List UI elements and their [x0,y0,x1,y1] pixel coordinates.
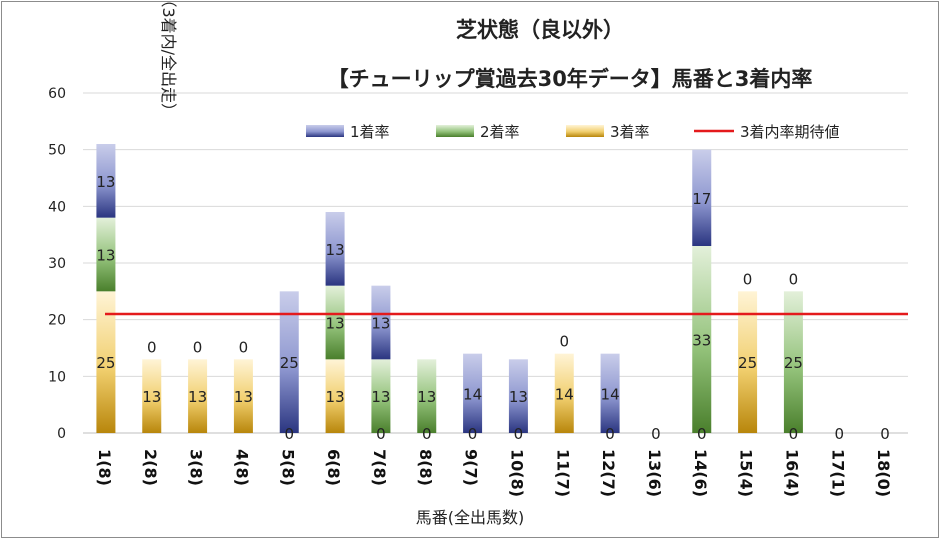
bar-segment [371,359,391,433]
data-label: 0 [422,425,432,443]
legend-swatch [436,125,474,137]
bar-segment [463,353,483,433]
y-tick-label: 10 [48,369,66,385]
x-tick-label: 17(1) [828,449,847,497]
bar-segment [233,359,253,433]
data-label: 0 [284,425,294,443]
data-label: 25 [784,354,803,372]
data-label: 0 [468,425,478,443]
data-label: 13 [188,388,207,406]
legend-label: 3着内率期待値 [740,123,840,141]
bar-segment [96,217,116,292]
x-tick-label: 7(8) [370,449,389,486]
y-tick-label: 20 [48,313,66,329]
data-label: 13 [326,241,345,259]
data-label: 0 [559,333,569,351]
data-label: 13 [371,315,390,333]
data-label: 13 [417,388,436,406]
legend-label: 1着率 [350,123,390,141]
data-label: 25 [280,354,299,372]
bar-segment [600,353,620,433]
x-tick-label: 1(8) [95,449,114,486]
x-tick-label: 3(8) [187,449,206,486]
data-label: 13 [326,315,345,333]
data-label: 25 [96,354,115,372]
data-label: 0 [789,270,799,288]
bar-segment [371,285,391,360]
data-label: 0 [239,338,249,356]
x-tick-label: 11(7) [553,449,572,497]
data-label: 14 [601,385,620,403]
bar-segment [142,359,162,433]
bar-segment [508,359,528,433]
y-tick-label: 50 [48,143,66,159]
x-tick-label: 5(8) [278,449,297,486]
data-label: 0 [605,425,615,443]
x-tick-label: 8(8) [416,449,435,486]
data-label: 14 [555,385,574,403]
x-tick-label: 15(4) [737,449,756,497]
x-tick-label: 18(0) [874,449,893,497]
data-label: 0 [193,338,203,356]
bar-segment [325,212,345,286]
y-tick-label: 30 [48,256,66,272]
y-tick-label: 0 [57,426,66,442]
data-label: 0 [651,425,661,443]
y-tick-label: 60 [48,86,66,102]
data-label: 0 [880,425,890,443]
data-label: 13 [142,388,161,406]
legend-swatch [306,125,344,137]
bar-segment [738,291,758,433]
bar-segment [692,246,712,433]
data-label: 25 [738,354,757,372]
bar-segment [692,149,712,246]
x-tick-label: 2(8) [141,449,160,486]
data-label: 0 [697,425,707,443]
data-label: 0 [834,425,844,443]
bar-segment [417,359,437,433]
legend-swatch [566,125,604,137]
data-label: 0 [376,425,386,443]
data-label: 13 [96,247,115,265]
bar-segment [188,359,208,433]
data-label: 13 [509,388,528,406]
x-axis-title: 馬番(全出馬数) [415,508,525,527]
chart-title: 芝状態（良以外） [456,18,624,42]
bar-segment [325,285,345,360]
bar-segment [325,359,345,433]
data-label: 14 [463,385,482,403]
legend-label: 2着率 [480,123,520,141]
x-tick-label: 14(6) [691,449,710,497]
data-label: 33 [692,332,711,350]
x-tick-label: 16(4) [782,449,801,497]
data-label: 0 [147,338,157,356]
data-label: 13 [371,388,390,406]
data-label: 13 [234,388,253,406]
bar-segment [96,291,116,433]
data-label: 13 [96,173,115,191]
bar-segment [279,291,299,433]
y-tick-label: 40 [48,199,66,215]
x-tick-label: 9(7) [462,449,481,486]
x-tick-label: 6(8) [324,449,343,486]
x-tick-label: 4(8) [232,449,251,486]
bar-segment [554,353,574,433]
bar-segment [96,144,116,218]
chart-subtitle: 【チューリップ賞過去30年データ】馬番と3着内率 [327,67,813,91]
data-label: 13 [326,388,345,406]
bar-segment [783,291,803,433]
x-tick-label: 12(7) [599,449,618,497]
x-tick-label: 10(8) [507,449,526,497]
x-tick-label: 13(6) [645,449,664,497]
data-label: 17 [692,190,711,208]
data-label: 0 [743,270,753,288]
data-label: 0 [514,425,524,443]
legend-label: 3着率 [610,123,650,141]
data-label: 0 [789,425,799,443]
